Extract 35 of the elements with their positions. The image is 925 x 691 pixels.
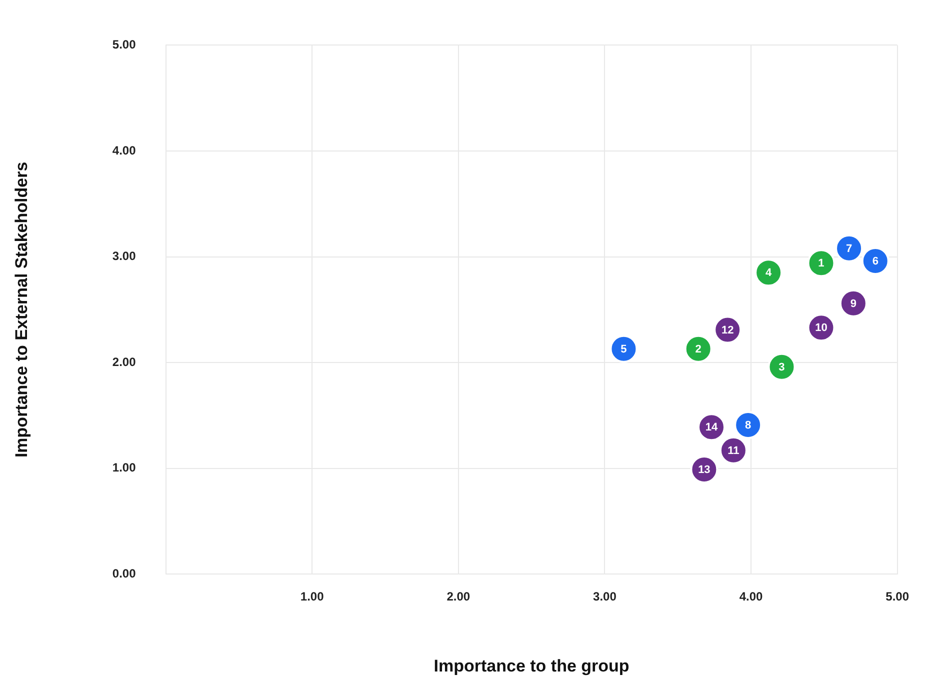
- y-tick-label: 3.00: [112, 249, 136, 264]
- annotation: 14: [705, 422, 718, 434]
- point: [807, 249, 836, 278]
- x-tick-label: 2.00: [446, 590, 470, 604]
- annotation: 1: [818, 258, 824, 270]
- y-tick-label: 4.00: [112, 143, 136, 158]
- y-tick-label: 0.00: [112, 566, 136, 581]
- annotation: 6: [872, 256, 878, 268]
- x-axis-title: Importance to the group: [434, 656, 630, 676]
- y-axis-title: Importance to External Stakeholders: [12, 162, 31, 458]
- point: [610, 334, 638, 363]
- annotation: 7: [846, 242, 852, 255]
- annotation: 8: [745, 420, 752, 432]
- y-tick-label: 5.00: [112, 38, 136, 52]
- annotation: 10: [815, 322, 828, 334]
- x-tick-label: 4.00: [739, 590, 764, 604]
- x-tick-label: 1.00: [300, 590, 324, 604]
- y-tick-label: 2.00: [112, 354, 136, 369]
- point: [734, 411, 762, 440]
- point: [768, 352, 796, 381]
- x-tick-label: 5.00: [886, 590, 910, 604]
- annotation: 5: [620, 343, 627, 356]
- annotation: 13: [698, 464, 710, 476]
- point: [754, 258, 783, 287]
- annotation: 12: [721, 324, 734, 336]
- point: [835, 234, 864, 262]
- x-tick-label: 3.00: [593, 590, 617, 604]
- point: [684, 334, 712, 363]
- annotation: 9: [850, 298, 856, 310]
- annotation: 3: [778, 361, 785, 374]
- y-tick-label: 1.00: [112, 460, 136, 475]
- point: [839, 289, 868, 318]
- annotation: 4: [766, 267, 773, 280]
- annotation: 11: [728, 444, 740, 457]
- annotation: 2: [695, 343, 702, 356]
